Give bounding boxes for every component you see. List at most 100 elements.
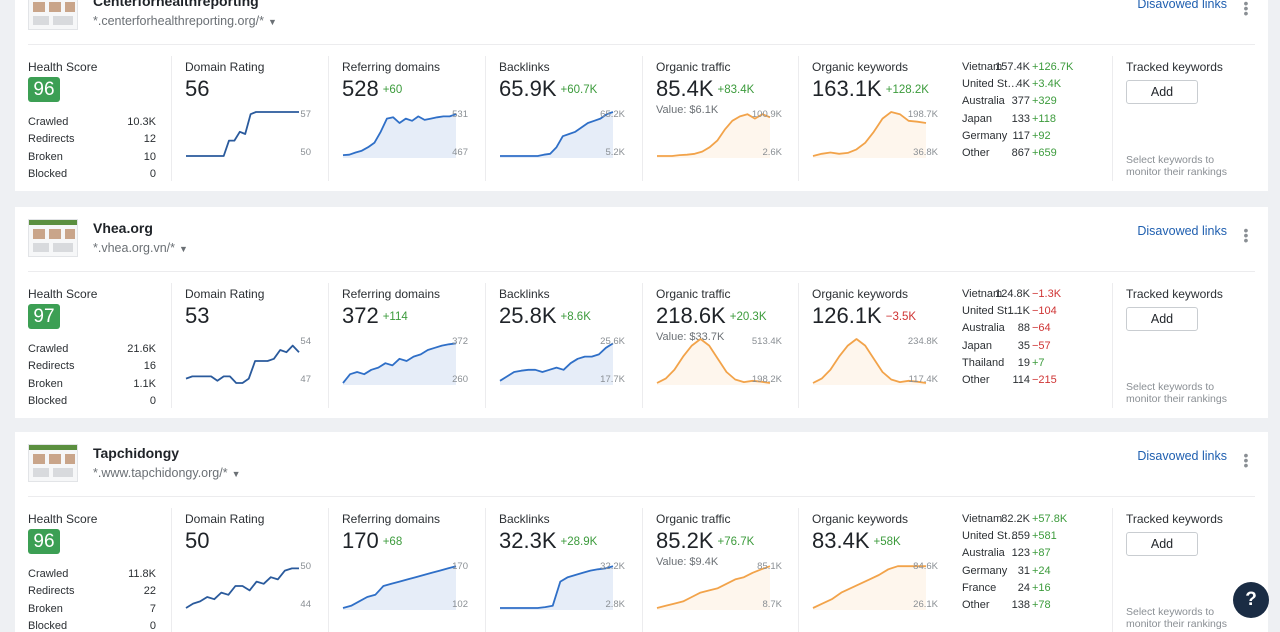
help-button[interactable]: ? [1233,582,1269,618]
more-options-icon[interactable]: • • • [1243,447,1249,473]
project-url[interactable]: *.vhea.org.vn/* ▼ [93,241,188,255]
organic-traffic-number: 218.6K [656,303,726,328]
organic-traffic-value-estimate: Value: $9.4K [656,556,719,568]
country-row[interactable]: Japan 133 +118 [962,113,1102,130]
backlinks-delta: +28.9K [560,536,598,548]
backlinks-value: 65.9K +60.7K [499,76,597,102]
country-row[interactable]: Germany 31 +24 [962,565,1102,582]
health-broken-row[interactable]: Broken 10 [28,151,156,163]
backlinks-panel[interactable]: Backlinks 25.8K +8.6K 25.6K 17.7K [499,287,644,412]
country-row[interactable]: Vietnam 82.2K +57.8K [962,513,1102,530]
country-row[interactable]: Vietnam 157.4K +126.7K [962,61,1102,78]
organic-traffic-panel[interactable]: Organic traffic 85.2K +76.7K Value: $9.4K 85… [656,512,801,632]
backlinks-label: Backlinks [499,60,550,74]
organic-keywords-chart [812,111,927,158]
country-row[interactable]: Vietnam 124.8K −1.3K [962,288,1102,305]
health-broken-row[interactable]: Broken 7 [28,603,156,615]
add-tracked-keywords-button[interactable]: Add [1126,532,1198,556]
thumbnail-block [49,454,61,464]
column-divider [328,508,329,632]
health-redirects-row[interactable]: Redirects 16 [28,360,156,372]
disavowed-links-link[interactable]: Disavowed links [1137,449,1227,463]
tracked-keywords-panel: Tracked keywords Add Select keywords to mo… [1126,287,1256,412]
project-title[interactable]: Tapchidongy [93,445,180,461]
organic-traffic-label: Organic traffic [656,287,731,301]
health-blocked-row[interactable]: Blocked 0 [28,168,156,180]
backlinks-value: 32.3K +28.9K [499,528,597,554]
site-thumbnail[interactable] [28,0,78,30]
project-title[interactable]: Vhea.org [93,220,153,236]
country-row[interactable]: United States 859 +581 [962,530,1102,547]
health-blocked-row[interactable]: Blocked 0 [28,620,156,632]
project-title[interactable]: Centerforhealthreporting [93,0,259,9]
country-row[interactable]: Thailand 19 +7 [962,357,1102,374]
health-broken-value: 7 [149,603,156,615]
project-card: Centerforhealthreporting *.centerforhealt… [15,0,1268,191]
health-score-badge[interactable]: 97 [28,304,60,329]
country-row[interactable]: Germany 117 +92 [962,130,1102,147]
health-redirects-row[interactable]: Redirects 22 [28,585,156,597]
disavowed-links-link[interactable]: Disavowed links [1137,224,1227,238]
country-name: United States [962,78,1024,91]
organic-traffic-panel[interactable]: Organic traffic 218.6K +20.3K Value: $33.7K… [656,287,801,412]
project-url[interactable]: *.www.tapchidongy.org/* ▼ [93,466,241,480]
referring-domains-number: 170 [342,528,379,553]
health-crawled-row[interactable]: Crawled 11.8K [28,568,156,580]
referring-domains-panel[interactable]: Referring domains 528 +60 531 467 [342,60,487,185]
domain-rating-panel[interactable]: Domain Rating 50 50 44 [185,512,330,632]
health-broken-row[interactable]: Broken 1.1K [28,378,156,390]
backlinks-label: Backlinks [499,512,550,526]
organic-keywords-label: Organic keywords [812,512,909,526]
site-thumbnail[interactable] [28,444,78,482]
organic-keywords-value: 163.1K +128.2K [812,76,929,102]
country-row[interactable]: Other 867 +659 [962,147,1102,164]
organic-traffic-panel[interactable]: Organic traffic 85.4K +83.4K Value: $6.1K 10… [656,60,801,185]
chevron-down-icon[interactable]: ▼ [267,17,277,27]
backlinks-sparkline [499,558,644,618]
add-tracked-keywords-button[interactable]: Add [1126,80,1198,104]
domain-rating-panel[interactable]: Domain Rating 56 57 50 [185,60,330,185]
disavowed-links-link[interactable]: Disavowed links [1137,0,1227,11]
thumbnail-block [49,229,61,239]
project-url[interactable]: *.centerforhealthreporting.org/* ▼ [93,14,277,28]
organic-traffic-chart [656,565,771,610]
country-row[interactable]: United States 1.1K −104 [962,305,1102,322]
country-row[interactable]: Australia 377 +329 [962,95,1102,112]
backlinks-panel[interactable]: Backlinks 32.3K +28.9K 32.2K 2.8K [499,512,644,632]
country-row[interactable]: Japan 35 −57 [962,340,1102,357]
organic-traffic-value-estimate: Value: $6.1K [656,104,719,116]
referring-domains-panel[interactable]: Referring domains 372 +114 372 260 [342,287,487,412]
health-redirects-label: Redirects [28,585,75,597]
chevron-down-icon[interactable]: ▼ [179,244,188,254]
country-row[interactable]: France 24 +16 [962,582,1102,599]
thumbnail-block [49,2,61,12]
add-tracked-keywords-button[interactable]: Add [1126,307,1198,331]
chevron-down-icon[interactable]: ▼ [231,469,241,479]
organic-traffic-value-estimate: Value: $33.7K [656,331,725,343]
organic-keywords-panel[interactable]: Organic keywords 163.1K +128.2K 198.7K 36.8K [812,60,957,185]
country-row[interactable]: Australia 88 −64 [962,322,1102,339]
country-row[interactable]: Other 138 +78 [962,599,1102,616]
country-name: Thailand [962,356,1005,369]
health-crawled-row[interactable]: Crawled 21.6K [28,343,156,355]
country-row[interactable]: United States 4K +3.4K [962,78,1102,95]
referring-domains-axis-min: 260 [452,374,468,385]
referring-domains-label: Referring domains [342,512,441,526]
more-options-icon[interactable]: • • • [1243,222,1249,248]
domain-rating-panel[interactable]: Domain Rating 53 54 47 [185,287,330,412]
referring-domains-panel[interactable]: Referring domains 170 +68 170 102 [342,512,487,632]
health-redirects-row[interactable]: Redirects 12 [28,133,156,145]
health-blocked-row[interactable]: Blocked 0 [28,395,156,407]
health-score-badge[interactable]: 96 [28,529,60,554]
more-options-icon[interactable]: • • • [1243,0,1249,21]
health-crawled-row[interactable]: Crawled 10.3K [28,116,156,128]
site-thumbnail[interactable] [28,219,78,257]
country-row[interactable]: Other 114 −215 [962,374,1102,391]
backlinks-delta: +60.7K [560,84,598,96]
country-row[interactable]: Australia 123 +87 [962,547,1102,564]
backlinks-panel[interactable]: Backlinks 65.9K +60.7K 65.2K 5.2K [499,60,644,185]
organic-keywords-panel[interactable]: Organic keywords 83.4K +58K 84.6K 26.1K [812,512,957,632]
health-score-badge[interactable]: 96 [28,77,60,102]
thumbnail-header-bar [29,220,77,225]
organic-keywords-panel[interactable]: Organic keywords 126.1K −3.5K 234.8K 117.4K [812,287,957,412]
